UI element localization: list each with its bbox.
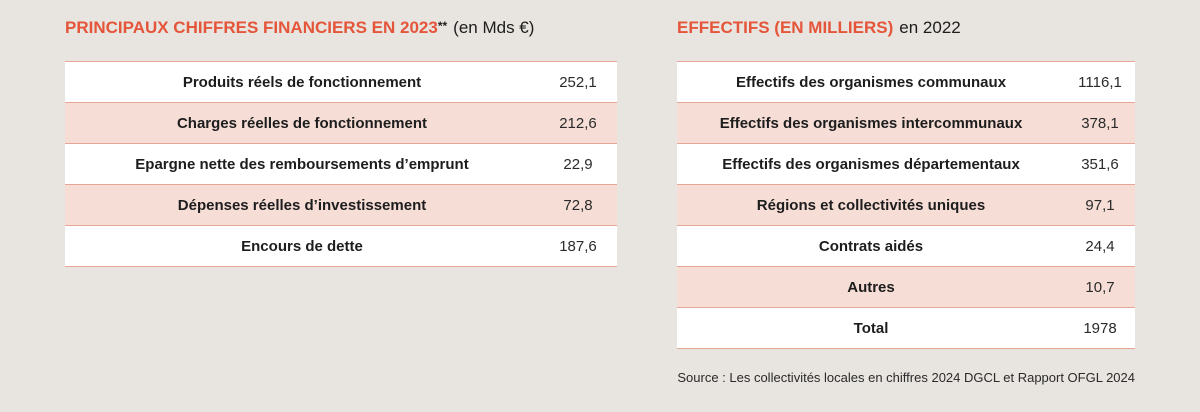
finance-unit: (en Mds €) [453, 18, 535, 37]
table-row: Dépenses réelles d’investissement 72,8 [65, 185, 617, 226]
row-label: Epargne nette des remboursements d’empru… [135, 155, 469, 173]
row-label: Contrats aidés [818, 237, 924, 255]
finance-heading: PRINCIPAUX CHIFFRES FINANCIERS EN 2023**… [65, 17, 534, 39]
table-row: Effectifs des organismes communaux 1116,… [677, 62, 1135, 103]
table-row: Produits réels de fonctionnement 252,1 [65, 62, 617, 103]
row-value: 10,7 [1085, 278, 1115, 296]
row-value: 1116,1 [1078, 73, 1122, 91]
row-label: Effectifs des organismes départementaux [722, 155, 1020, 173]
row-label: Effectifs des organismes intercommunaux [719, 114, 1023, 132]
row-value: 351,6 [1081, 155, 1119, 173]
row-value: 24,4 [1085, 237, 1115, 255]
table-row: Epargne nette des remboursements d’empru… [65, 144, 617, 185]
table-row: Régions et collectivités uniques 97,1 [677, 185, 1135, 226]
finance-title: PRINCIPAUX CHIFFRES FINANCIERS EN 2023 [65, 18, 438, 37]
source-note: Source : Les collectivités locales en ch… [677, 370, 1135, 385]
row-label: Produits réels de fonctionnement [182, 73, 422, 91]
table-row: Encours de dette 187,6 [65, 226, 617, 267]
row-value: 97,1 [1085, 196, 1115, 214]
finance-footnote-marker: ** [437, 19, 448, 33]
row-label: Encours de dette [241, 237, 363, 255]
row-value: 252,1 [559, 73, 597, 91]
table-row: Contrats aidés 24,4 [677, 226, 1135, 267]
table-row: Autres 10,7 [677, 267, 1135, 308]
row-value: 1978 [1083, 319, 1117, 337]
row-value: 378,1 [1081, 114, 1119, 132]
row-value: 22,9 [563, 155, 593, 173]
row-label: Effectifs des organismes communaux [735, 73, 1007, 91]
row-label: Autres [847, 278, 895, 296]
table-row: Effectifs des organismes départementaux … [677, 144, 1135, 185]
finance-table: Produits réels de fonctionnement 252,1 C… [65, 61, 617, 267]
row-label: Dépenses réelles d’investissement [177, 196, 427, 214]
staff-year: en 2022 [899, 18, 961, 37]
staff-table: Effectifs des organismes communaux 1116,… [677, 61, 1135, 349]
row-value: 212,6 [559, 114, 597, 132]
staff-heading: EFFECTIFS (EN MILLIERS) en 2022 [677, 17, 961, 39]
row-label: Total [853, 319, 889, 337]
row-value: 187,6 [559, 237, 597, 255]
table-row-total: Total 1978 [677, 308, 1135, 349]
table-row: Effectifs des organismes intercommunaux … [677, 103, 1135, 144]
row-label: Régions et collectivités uniques [756, 196, 986, 214]
table-row: Charges réelles de fonctionnement 212,6 [65, 103, 617, 144]
row-label: Charges réelles de fonctionnement [176, 114, 428, 132]
row-value: 72,8 [563, 196, 593, 214]
staff-title: EFFECTIFS (EN MILLIERS) [677, 18, 894, 37]
